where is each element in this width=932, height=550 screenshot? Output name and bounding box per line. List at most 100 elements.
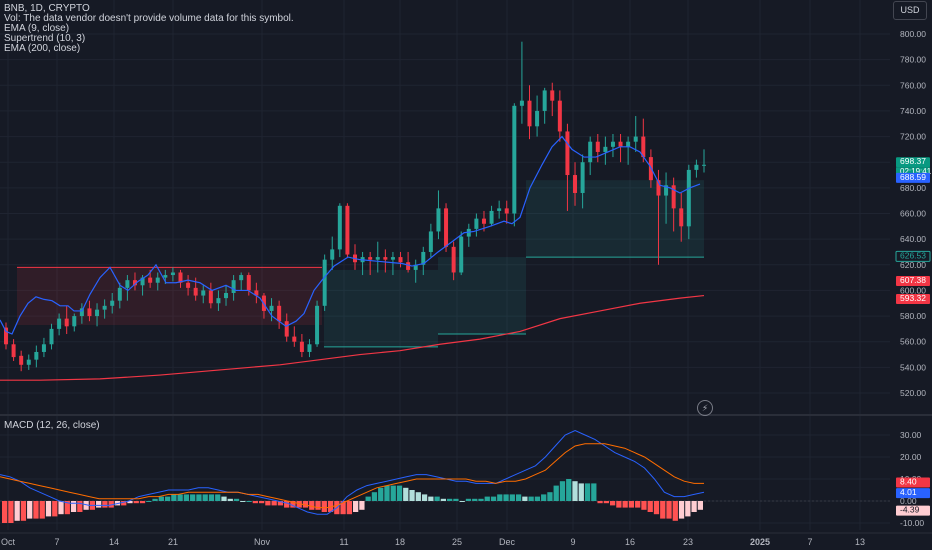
macd-histogram-bar bbox=[522, 496, 528, 501]
macd-histogram-bar bbox=[2, 501, 8, 523]
candle-body bbox=[322, 259, 327, 306]
macd-histogram-bar bbox=[609, 501, 616, 506]
candle-body bbox=[383, 257, 388, 260]
x-tick-label: Nov bbox=[254, 537, 271, 547]
macd-histogram-bar bbox=[8, 501, 14, 523]
candle-body bbox=[633, 136, 638, 142]
price-tick-label: 800.00 bbox=[900, 29, 926, 39]
supertrend-legend[interactable]: Supertrend (10, 3) bbox=[4, 33, 86, 44]
x-tick-label: 11 bbox=[339, 537, 348, 547]
macd-histogram-bar bbox=[547, 492, 553, 501]
supertrend-fill bbox=[438, 257, 526, 335]
price-tick-label: 520.00 bbox=[900, 388, 926, 398]
macd-histogram-bar bbox=[240, 501, 246, 502]
ema200-legend[interactable]: EMA (200, close) bbox=[4, 43, 81, 54]
macd-legend[interactable]: MACD (12, 26, close) bbox=[4, 420, 100, 431]
macd-histogram-bar bbox=[396, 485, 403, 501]
macd-histogram-bar bbox=[177, 494, 183, 501]
macd-histogram-bar bbox=[378, 487, 384, 501]
candle-body bbox=[216, 298, 221, 304]
ema200-price-label-b: 593.32 bbox=[900, 293, 926, 303]
candle-body bbox=[148, 277, 153, 283]
macd-histogram-bar bbox=[678, 501, 685, 519]
candle-body bbox=[504, 208, 509, 214]
x-tick-label: 14 bbox=[109, 537, 119, 547]
price-tick-label: 540.00 bbox=[900, 362, 926, 372]
macd-histogram-bar bbox=[666, 501, 672, 519]
x-tick-label: Dec bbox=[499, 537, 516, 547]
candle-body bbox=[140, 277, 145, 286]
candle-body bbox=[292, 336, 297, 342]
macd-histogram-bar bbox=[258, 501, 265, 504]
histogram-value-label: -4.39 bbox=[900, 505, 920, 515]
supertrend-price-label-bg bbox=[895, 250, 931, 262]
candle-body bbox=[527, 100, 532, 127]
macd-histogram-bar bbox=[265, 501, 271, 506]
macd-histogram-bar bbox=[102, 501, 108, 508]
candle-body bbox=[679, 208, 684, 227]
candle-body bbox=[224, 292, 229, 299]
candle-body bbox=[284, 321, 289, 337]
macd-histogram-bar bbox=[284, 501, 290, 508]
price-tick-label: 580.00 bbox=[900, 311, 926, 321]
candle-body bbox=[550, 90, 555, 101]
candle-body bbox=[557, 100, 562, 132]
candle-body bbox=[208, 290, 213, 304]
macd-histogram-bar bbox=[635, 501, 641, 508]
candle-body bbox=[330, 249, 335, 260]
macd-histogram-bar bbox=[365, 496, 371, 501]
macd-histogram-bar bbox=[503, 494, 509, 501]
macd-histogram-bar bbox=[233, 498, 240, 501]
macd-tick-label: 0.00 bbox=[900, 496, 917, 506]
candle-body bbox=[459, 236, 464, 273]
macd-histogram-bar bbox=[490, 496, 497, 501]
candle-body bbox=[95, 309, 100, 317]
candle-body bbox=[246, 275, 251, 291]
x-tick-label: 9 bbox=[570, 537, 575, 547]
macd-histogram-bar bbox=[27, 501, 33, 519]
macd-histogram-bar bbox=[641, 501, 647, 510]
x-tick-label: 13 bbox=[855, 537, 865, 547]
candle-body bbox=[641, 136, 646, 158]
price-tick-label: 780.00 bbox=[900, 55, 926, 65]
ema9-legend[interactable]: EMA (9, close) bbox=[4, 23, 70, 34]
x-tick-label: 16 bbox=[625, 537, 635, 547]
price-tick-label: 620.00 bbox=[900, 260, 926, 270]
macd-tick-label: 20.00 bbox=[900, 452, 922, 462]
price-tick-label: 760.00 bbox=[900, 80, 926, 90]
candle-body bbox=[512, 105, 517, 214]
macd-histogram-bar bbox=[290, 501, 296, 508]
x-tick-label: 7 bbox=[54, 537, 59, 547]
candle-body bbox=[588, 141, 593, 163]
macd-histogram-bar bbox=[315, 501, 321, 510]
macd-histogram-bar bbox=[183, 494, 190, 501]
macd-histogram-bar bbox=[64, 501, 70, 515]
currency-button[interactable]: USD bbox=[893, 1, 927, 20]
macd-histogram-bar bbox=[321, 501, 327, 512]
candle-body bbox=[626, 141, 631, 147]
macd-histogram-bar bbox=[497, 494, 503, 501]
macd-histogram-bar bbox=[541, 494, 547, 501]
macd-histogram-bar bbox=[271, 501, 277, 506]
macd-histogram-bar bbox=[302, 501, 309, 508]
candle-body bbox=[603, 146, 608, 152]
candle-body bbox=[102, 305, 107, 310]
macd-histogram-bar bbox=[221, 496, 227, 501]
price-tick-label: 640.00 bbox=[900, 234, 926, 244]
candle-body bbox=[664, 185, 669, 196]
symbol-title[interactable]: BNB, 1D, CRYPTO bbox=[4, 3, 90, 14]
ema200-price-label-bg bbox=[896, 275, 930, 286]
macd-histogram-bar bbox=[428, 496, 434, 501]
candle-body bbox=[87, 308, 92, 317]
ema9-line bbox=[0, 135, 701, 335]
histogram-value-label-bg bbox=[896, 505, 930, 516]
candle-body bbox=[132, 280, 137, 286]
candle-body bbox=[125, 280, 130, 288]
macd-histogram-bar bbox=[33, 501, 39, 519]
candle-body bbox=[186, 282, 191, 288]
macd-histogram-bar bbox=[660, 501, 666, 519]
macd-histogram-bar bbox=[227, 498, 233, 501]
candle-body bbox=[542, 90, 547, 111]
bolt-icon[interactable]: ⚡ bbox=[697, 400, 713, 416]
